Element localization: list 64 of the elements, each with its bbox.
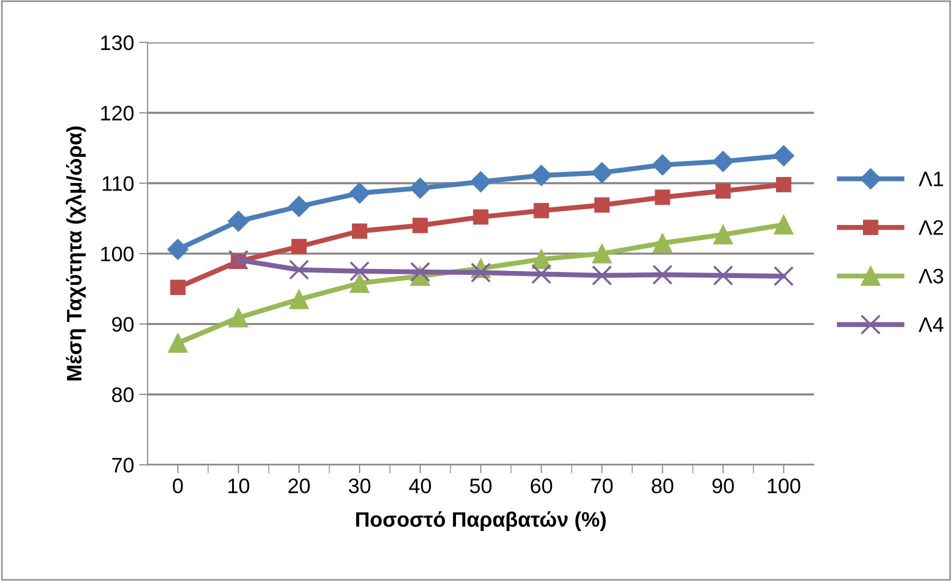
point [532, 250, 552, 269]
point [712, 150, 734, 172]
x-tick-label: 30 [348, 478, 370, 494]
y-tick-label: 130 [101, 35, 134, 50]
x-tick-label: 100 [768, 478, 800, 494]
point [774, 266, 794, 286]
point [594, 197, 610, 213]
legend-label: Λ3 [918, 268, 944, 284]
point [350, 261, 370, 282]
point [410, 178, 431, 199]
x-axis-title: Ποσοστό Παραβατών (%) [356, 511, 606, 531]
y-tick-label: 80 [112, 387, 134, 402]
point [592, 244, 612, 264]
point [774, 215, 794, 234]
point [228, 210, 249, 232]
point [470, 171, 492, 192]
point [713, 265, 734, 286]
point [228, 308, 248, 328]
y-tick-label: 120 [101, 106, 134, 121]
x-tick-label: 90 [712, 478, 734, 494]
point [773, 145, 794, 166]
legend-label: Λ2 [918, 220, 943, 235]
x-tick-label: 60 [530, 478, 552, 494]
y-axis-title: Μέση Ταχύτητα (χλμ/ώρα) [66, 126, 86, 380]
x-tick-label: 50 [470, 478, 492, 494]
point [291, 238, 307, 254]
y-tick-label: 100 [101, 246, 134, 262]
point [412, 218, 428, 234]
point [776, 176, 792, 192]
point [592, 265, 612, 286]
x-tick-label: 80 [652, 478, 674, 494]
point [349, 182, 370, 204]
point [534, 203, 549, 218]
point [591, 162, 612, 184]
point [288, 260, 310, 280]
point [473, 209, 488, 225]
point [530, 164, 552, 186]
x-tick-label: 20 [288, 478, 310, 494]
y-tick-label: 110 [102, 176, 134, 191]
point [167, 238, 188, 260]
y-tick-label: 90 [112, 317, 134, 332]
point [715, 183, 731, 199]
point [410, 262, 430, 282]
point [531, 264, 552, 284]
y-tick-label: 70 [112, 458, 134, 473]
x-tick-label: 40 [409, 478, 431, 494]
point [168, 333, 188, 353]
point [170, 280, 186, 296]
point [652, 233, 672, 253]
point [654, 190, 670, 205]
point [350, 273, 370, 293]
point [470, 262, 491, 283]
point [288, 196, 310, 217]
point [352, 223, 368, 239]
x-tick-label: 10 [228, 478, 250, 494]
legend-label: Λ4 [918, 318, 944, 332]
x-tick-label: 70 [591, 478, 613, 494]
point [713, 224, 733, 244]
point [652, 264, 673, 285]
point [289, 290, 309, 310]
point [652, 154, 674, 176]
legend-label: Λ1 [918, 172, 944, 186]
x-tick-label: 0 [172, 478, 183, 494]
point [228, 250, 249, 270]
